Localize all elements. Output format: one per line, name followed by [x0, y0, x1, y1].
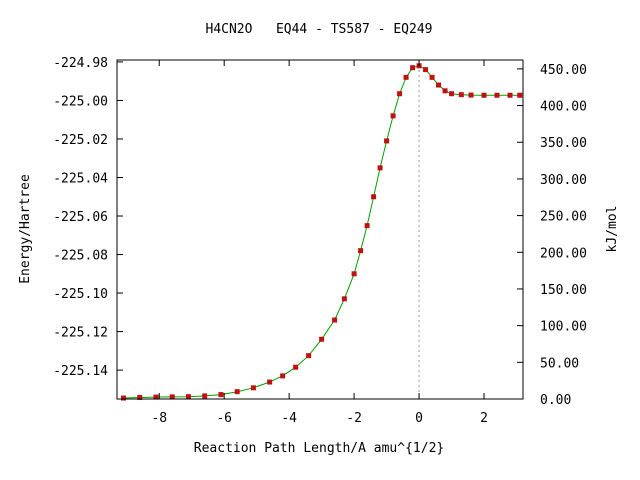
data-point: [319, 336, 325, 342]
plot-frame: [116, 59, 524, 400]
data-point: [403, 74, 409, 80]
y-axis-label: Energy/Hartree: [18, 174, 33, 284]
data-point: [410, 65, 416, 71]
data-point: [218, 392, 224, 398]
tick-layer: -8 -6 -4 -2 0 2 -224.98 -225.00 -225.02 -225.04 -2…: [53, 56, 587, 426]
data-point: [169, 394, 175, 400]
y-tick-label: -224.98: [53, 56, 108, 71]
y-tick-label: -225.02: [53, 133, 108, 148]
y2-tick-label: 400.00: [540, 100, 587, 115]
y2-tick-label: 200.00: [540, 246, 587, 261]
data-point: [364, 223, 370, 229]
x-tick-label: 0: [415, 411, 423, 426]
data-point: [449, 91, 455, 97]
y-tick-label: -225.04: [53, 171, 108, 186]
data-point: [293, 364, 299, 370]
data-point: [423, 67, 429, 73]
y-tick-label: -225.14: [53, 364, 108, 379]
data-point: [332, 317, 338, 323]
y2-tick-label: 350.00: [540, 136, 587, 151]
data-point: [384, 138, 390, 144]
energy-curve: [123, 65, 520, 399]
data-point: [137, 394, 143, 400]
y-tick-label: -225.10: [53, 287, 108, 302]
data-point: [494, 92, 500, 98]
data-point: [390, 113, 396, 119]
data-point: [306, 353, 312, 359]
y2-axis-label: kJ/mol: [605, 206, 620, 253]
y-tick-label: -225.12: [53, 326, 108, 341]
x-tick-label: -2: [346, 411, 362, 426]
y2-tick-label: 250.00: [540, 210, 587, 225]
y2-tick-label: 450.00: [540, 63, 587, 78]
data-point: [371, 194, 377, 200]
x-tick-label: -8: [151, 411, 167, 426]
data-point: [185, 394, 191, 400]
data-point: [377, 165, 383, 171]
y2-tick-label: 300.00: [540, 173, 587, 188]
data-point: [341, 296, 347, 302]
curve-layer: [123, 65, 520, 399]
data-point: [267, 379, 273, 385]
y-tick-label: -225.06: [53, 210, 108, 225]
data-point: [234, 389, 240, 395]
data-point: [429, 74, 435, 80]
data-point: [280, 373, 286, 379]
x-tick-label: 2: [480, 411, 488, 426]
y2-tick-label: 0.00: [540, 393, 571, 408]
x-tick-label: -4: [281, 411, 297, 426]
data-point: [436, 82, 442, 88]
x-tick-label: -6: [216, 411, 232, 426]
x-axis-label: Reaction Path Length/A amu^{1/2}: [194, 441, 444, 456]
data-point: [351, 271, 357, 277]
data-point: [458, 92, 464, 98]
data-point: [120, 395, 126, 401]
data-point: [517, 92, 523, 98]
y2-tick-label: 150.00: [540, 283, 587, 298]
data-point: [358, 248, 364, 254]
data-point: [442, 88, 448, 94]
y2-tick-label: 100.00: [540, 320, 587, 335]
data-point: [153, 394, 159, 400]
y-tick-label: -225.08: [53, 249, 108, 264]
data-point: [468, 92, 474, 98]
data-point: [202, 393, 208, 399]
data-point: [250, 385, 256, 391]
data-point: [507, 92, 513, 98]
marker-layer: [120, 63, 523, 401]
data-point: [481, 92, 487, 98]
y-tick-label: -225.00: [53, 94, 108, 109]
y2-tick-label: 50.00: [540, 356, 579, 371]
data-point: [397, 91, 403, 97]
chart-title: H4CN2O EQ44 - TS587 - EQ249: [206, 22, 433, 37]
